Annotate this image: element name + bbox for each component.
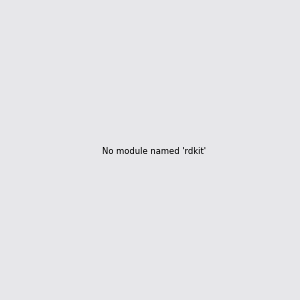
Text: No module named 'rdkit': No module named 'rdkit' (102, 147, 206, 156)
